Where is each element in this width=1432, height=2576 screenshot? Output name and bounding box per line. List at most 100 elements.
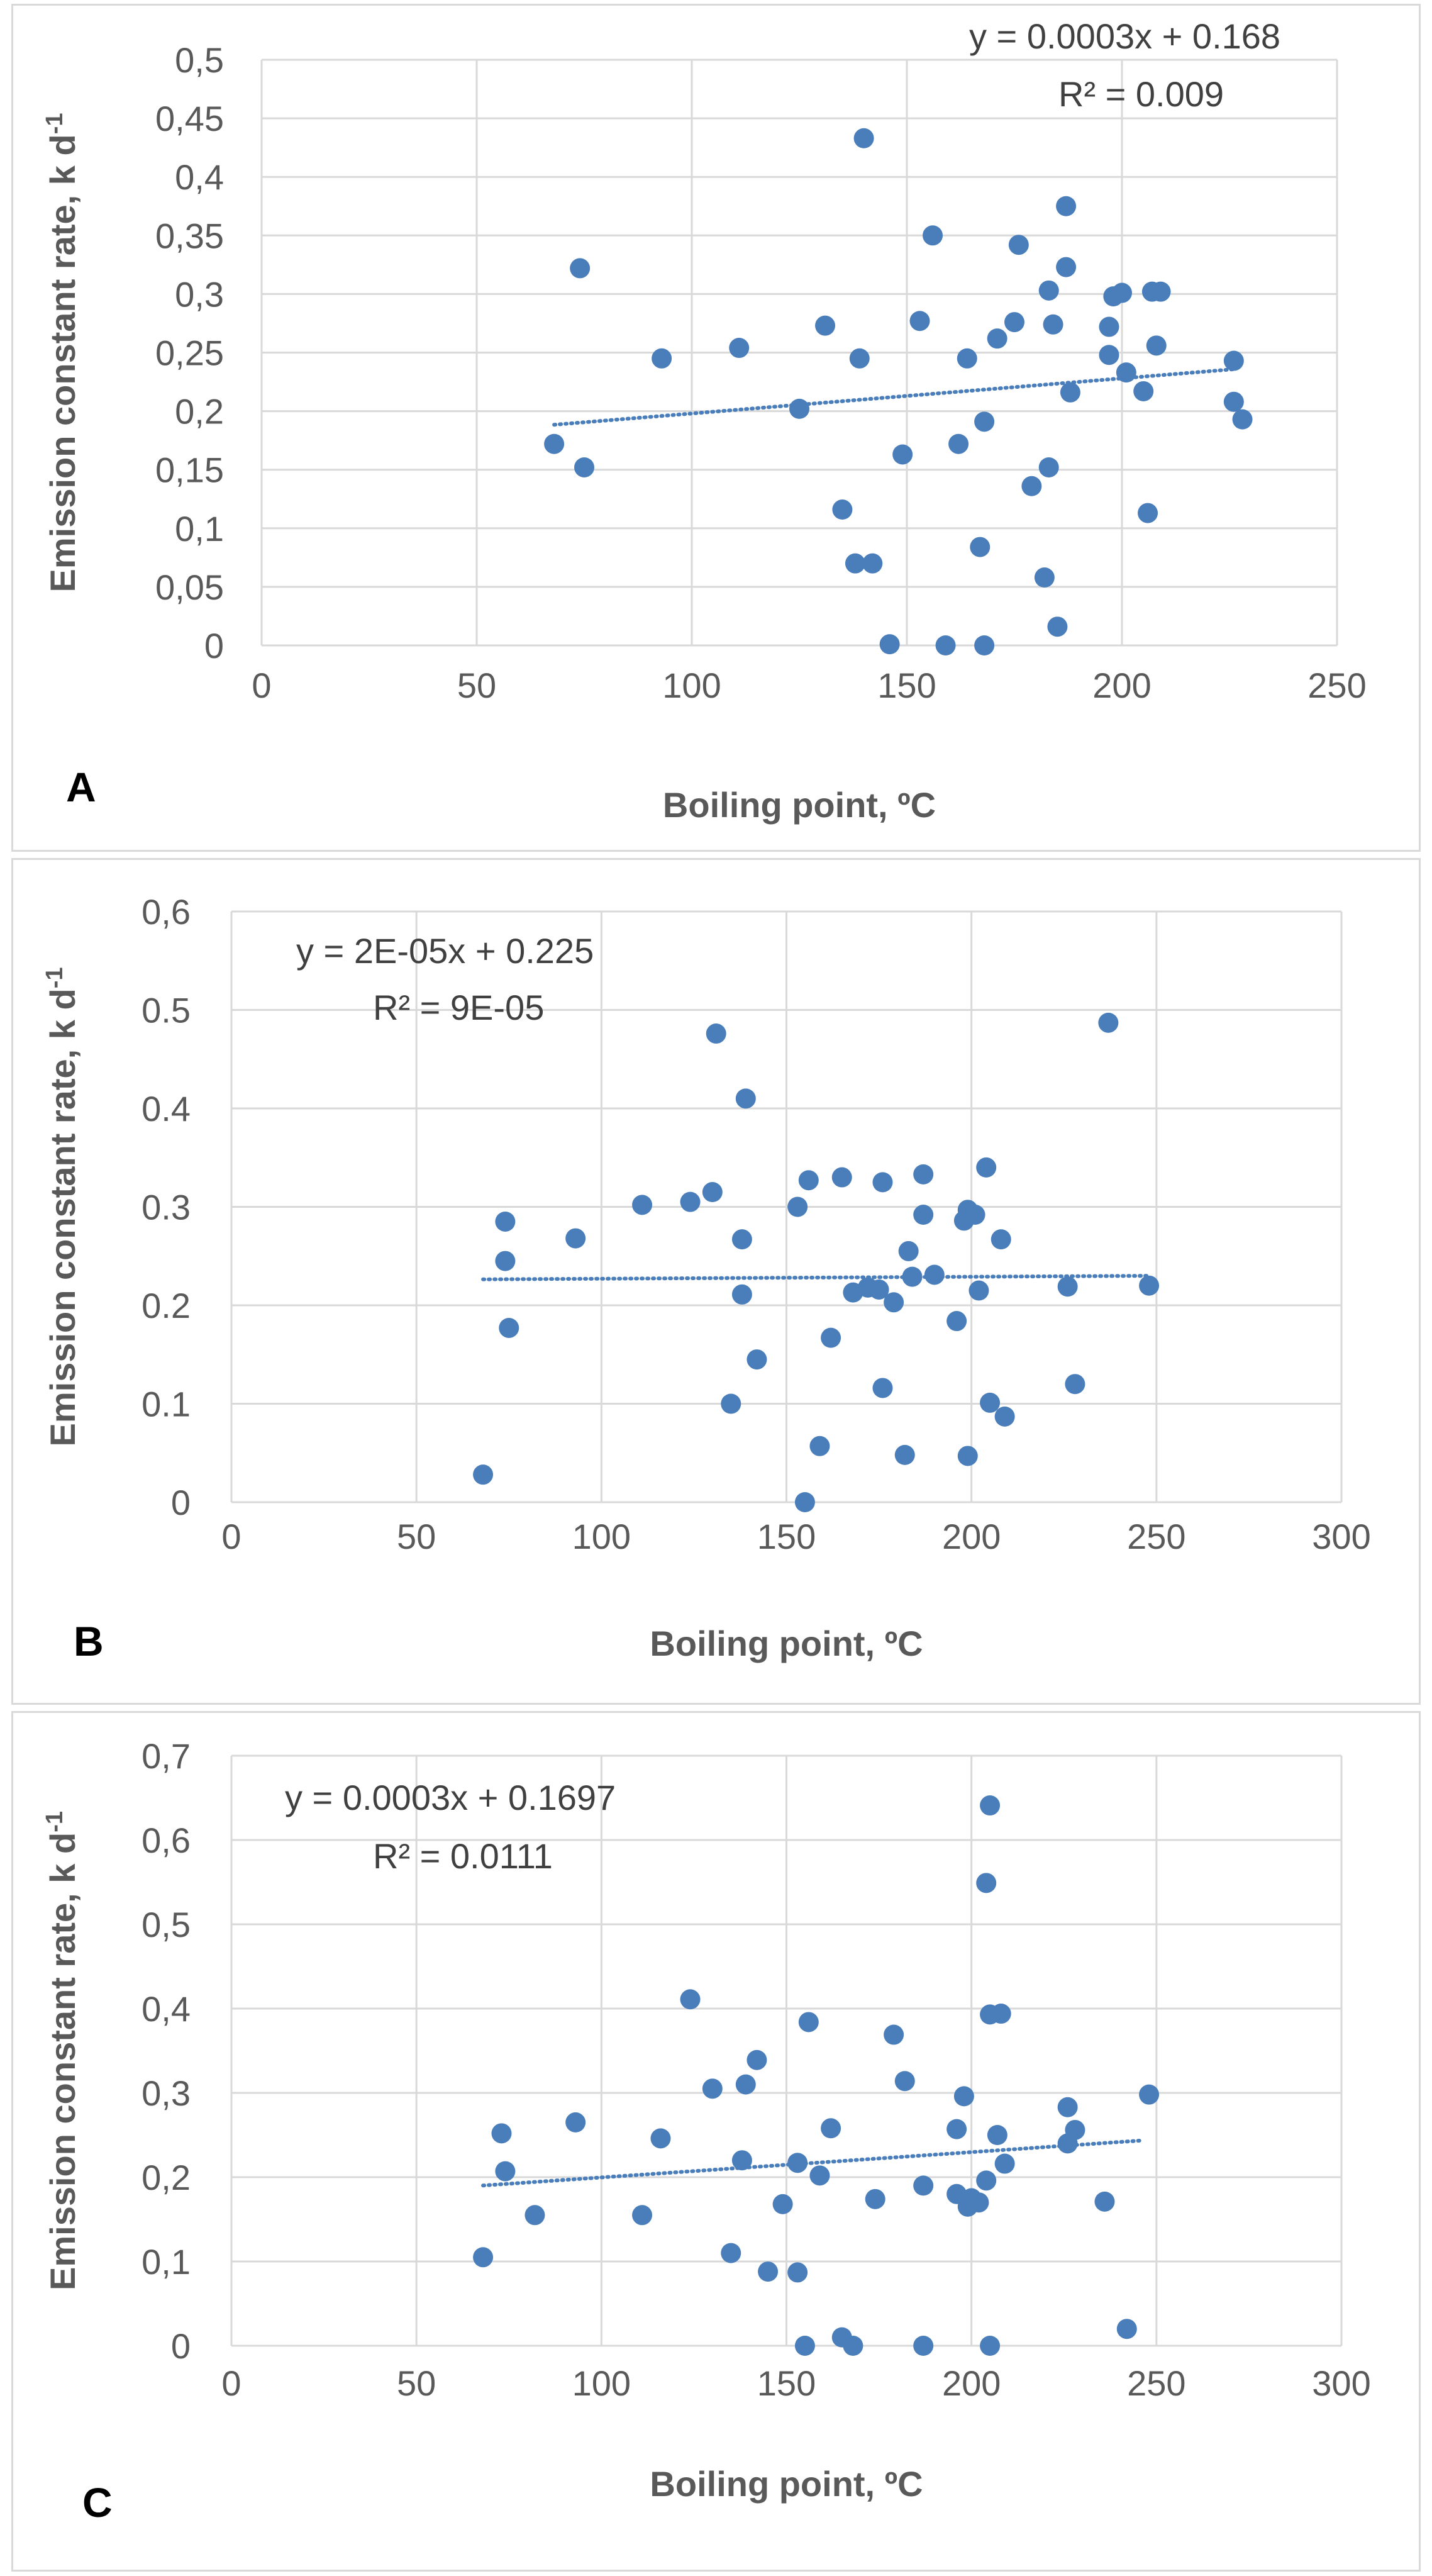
data-point	[1038, 457, 1059, 477]
data-point	[821, 1327, 841, 1348]
data-point	[994, 2153, 1015, 2174]
data-point	[953, 2086, 974, 2107]
data-point	[879, 634, 900, 655]
data-point	[787, 1196, 808, 1217]
data-point	[894, 1444, 915, 1465]
data-point	[902, 1266, 923, 1287]
data-point	[948, 433, 969, 454]
data-point	[1138, 503, 1158, 523]
data-point	[913, 2336, 934, 2356]
panel-label-c: C	[82, 2479, 113, 2526]
data-point	[1139, 2084, 1160, 2105]
data-point	[1223, 350, 1244, 371]
data-point	[987, 328, 1007, 349]
data-point	[991, 1229, 1011, 1250]
y-axis-label-superscript: -1	[42, 113, 68, 135]
data-point	[974, 635, 995, 655]
y-tick-label: 0.4	[142, 1089, 191, 1129]
data-point	[1139, 1275, 1160, 1296]
data-point	[969, 1280, 989, 1301]
data-point	[652, 348, 672, 369]
data-points-c	[473, 1795, 1160, 2356]
data-point	[957, 1446, 978, 1466]
data-point	[957, 348, 977, 369]
data-point	[798, 1170, 819, 1191]
data-point	[735, 2074, 756, 2095]
y-axis-label-a: Emission constant rate, k d-1	[42, 113, 82, 593]
data-point	[865, 2188, 885, 2209]
x-tick-label: 150	[877, 666, 936, 705]
data-point	[980, 1392, 1001, 1413]
y-tick-label: 0,45	[155, 99, 224, 138]
data-point	[735, 1088, 756, 1109]
data-point	[794, 2336, 815, 2356]
r-squared-c: R² = 0.0111	[373, 1836, 553, 1876]
data-point	[747, 2049, 767, 2070]
data-point	[974, 411, 995, 432]
x-tick-label: 200	[942, 1517, 1001, 1556]
data-point	[935, 635, 956, 655]
data-point	[1099, 345, 1119, 365]
data-point	[565, 2112, 586, 2133]
data-point	[809, 2165, 830, 2186]
x-tick-label: 300	[1312, 1517, 1370, 1556]
data-point	[729, 338, 750, 359]
y-tick-label: 0,2	[175, 392, 224, 432]
y-axis-label-superscript: -1	[42, 1811, 68, 1832]
data-point	[843, 2336, 863, 2356]
data-point	[798, 2012, 819, 2032]
data-point	[923, 225, 943, 246]
data-point	[976, 2170, 997, 2191]
data-point	[1060, 382, 1080, 403]
data-point	[731, 1284, 752, 1305]
data-point	[853, 128, 874, 148]
y-axis-label-b: Emission constant rate, k d-1	[42, 967, 82, 1447]
data-point	[946, 1311, 967, 1332]
x-axis-label-b: Boiling point, ºC	[650, 1624, 923, 1663]
y-tick-label: 0,25	[155, 333, 224, 373]
x-tick-label: 100	[572, 2363, 631, 2403]
trendline-equation-c: y = 0.0003x + 0.1697	[285, 1778, 616, 1817]
data-point	[869, 1279, 889, 1300]
chart-a-svg: 0 0,05 0,1 0,15 0,2 0,25 0,3 0,35 0,4 0,45 0,5 0 50 1…	[42, 16, 1367, 825]
r-squared-a: R² = 0.009	[1058, 74, 1224, 114]
y-tick-label: 0,6	[142, 892, 191, 932]
data-point	[1047, 616, 1068, 637]
data-point	[1034, 567, 1055, 588]
y-tick-label: 0.2	[142, 1286, 191, 1325]
panel-label-a: A	[66, 764, 96, 810]
data-point	[1116, 362, 1136, 383]
data-point	[787, 2262, 808, 2283]
data-points-b	[473, 1012, 1160, 1512]
x-tick-label: 150	[757, 1517, 816, 1556]
data-points-a	[544, 128, 1253, 655]
x-tick-label: 50	[457, 666, 496, 705]
data-point	[872, 1172, 893, 1193]
data-point	[787, 2153, 808, 2173]
data-point	[680, 1191, 701, 1212]
data-point	[965, 1205, 985, 1225]
y-tick-label: 0,4	[142, 1989, 191, 2029]
x-tick-label: 250	[1127, 2363, 1185, 2403]
x-tick-label: 50	[397, 1517, 436, 1556]
data-point	[473, 1464, 494, 1485]
data-point	[976, 1157, 997, 1178]
data-point	[1146, 335, 1167, 356]
data-point	[731, 1229, 752, 1250]
y-tick-label: 0,05	[155, 567, 224, 607]
data-point	[706, 1023, 726, 1044]
y-axis-label-c: Emission constant rate, k d-1	[42, 1811, 82, 2290]
data-point	[1133, 381, 1154, 401]
y-tick-label: 0,1	[142, 2242, 191, 2282]
x-tick-label: 100	[572, 1517, 631, 1556]
data-point	[969, 2192, 989, 2213]
y-tick-label: 0,2	[142, 2158, 191, 2197]
data-point	[884, 1292, 904, 1313]
gridlines-a	[260, 59, 1338, 647]
data-point	[544, 433, 565, 454]
data-point	[632, 1195, 653, 1215]
x-tick-label: 250	[1307, 666, 1366, 705]
x-tick-label: 0	[252, 666, 271, 705]
x-tick-label: 0	[221, 2363, 241, 2403]
data-point	[884, 2024, 904, 2045]
